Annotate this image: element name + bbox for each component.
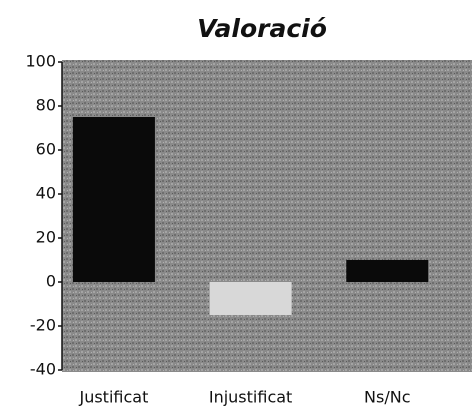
y-tick-label: 20 [36, 228, 56, 247]
y-tick-label: 60 [36, 140, 56, 159]
x-tick-label: Justificat [78, 388, 148, 407]
bar [72, 117, 155, 282]
x-tick-label: Injustificat [209, 388, 292, 407]
bar [209, 282, 292, 315]
y-tick-label: 80 [36, 96, 56, 115]
bar [346, 260, 429, 282]
y-tick-label: -40 [30, 360, 56, 379]
y-tick-label: 100 [25, 52, 56, 71]
x-tick-label: Ns/Nc [364, 388, 410, 407]
chart-title: Valoració [197, 14, 327, 43]
y-tick-label: 0 [46, 272, 56, 291]
y-tick-label: -20 [30, 316, 56, 335]
y-tick-label: 40 [36, 184, 56, 203]
